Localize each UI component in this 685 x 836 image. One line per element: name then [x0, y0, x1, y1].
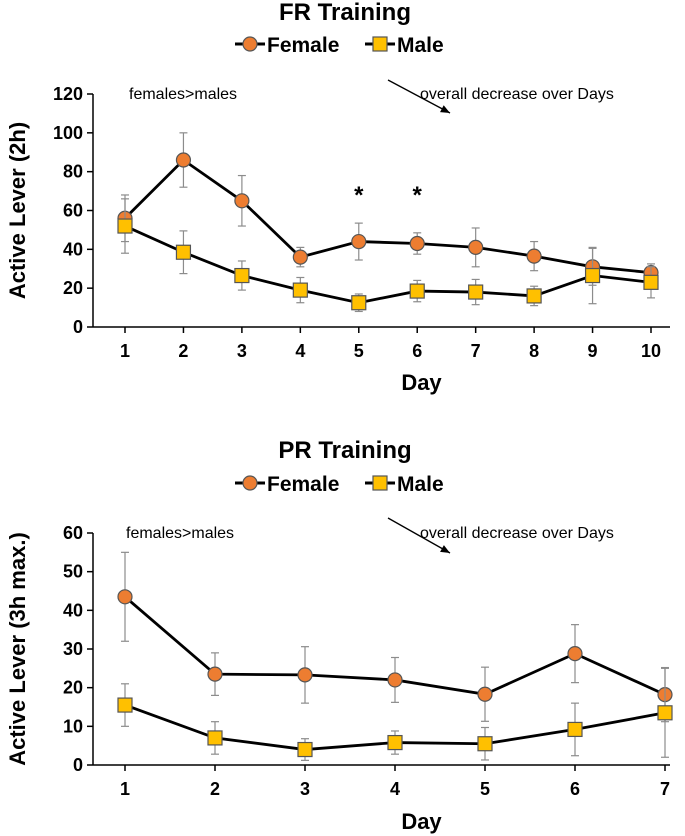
legend-label-female: Female — [267, 34, 339, 57]
legend-label-male: Male — [397, 34, 444, 57]
annotation-sex-difference: females>males — [126, 525, 234, 542]
data-point-male — [468, 284, 484, 300]
x-tick-label: 2 — [210, 779, 220, 799]
x-tick-label: 4 — [295, 341, 305, 361]
x-tick-label: 2 — [178, 341, 188, 361]
y-tick-label: 60 — [63, 523, 83, 543]
y-tick-label: 0 — [73, 317, 83, 337]
data-point-male — [297, 741, 313, 758]
x-tick-label: 6 — [570, 779, 580, 799]
data-point-female — [477, 686, 493, 702]
y-tick-label: 0 — [73, 755, 83, 775]
data-point-female — [567, 646, 583, 662]
data-point-female — [207, 666, 223, 682]
legend-label-female: Female — [267, 473, 339, 496]
data-point-male — [207, 730, 223, 746]
chart-2: PR Training Female Male 0 10 20 30 40 50 60 1 2 3 4 5 6… — [5, 437, 673, 834]
data-point-male — [351, 295, 367, 311]
annotation-day-decrease: overall decrease over Days — [420, 86, 614, 103]
data-point-male — [643, 274, 659, 290]
data-point-male — [657, 705, 673, 721]
series-line-male — [124, 224, 652, 305]
x-tick-label: 5 — [354, 341, 364, 361]
legend: Female Male — [235, 473, 444, 496]
annotation-sex-difference: females>males — [129, 86, 237, 103]
data-point-male — [526, 288, 542, 304]
data-point-male — [175, 244, 192, 260]
y-tick-label: 100 — [53, 123, 83, 143]
y-tick-label: 120 — [53, 84, 83, 104]
y-axis-label: Active Lever (2h) — [5, 122, 30, 299]
annotation-day-decrease: overall decrease over Days — [420, 525, 614, 542]
series-line-female — [124, 158, 652, 275]
x-axis-label: Day — [401, 370, 442, 395]
x-tick-label: 1 — [120, 341, 130, 361]
y-tick-label: 80 — [63, 162, 83, 182]
y-tick-label: 40 — [63, 600, 83, 620]
series-male — [117, 667, 673, 761]
y-tick-label: 20 — [63, 278, 83, 298]
x-tick-label: 5 — [480, 779, 490, 799]
data-point-female — [175, 152, 192, 168]
chart-title: FR Training — [279, 0, 411, 26]
x-tick-label: 1 — [120, 779, 130, 799]
data-point-female — [387, 672, 403, 688]
annotation-arrow — [387, 79, 451, 114]
data-point-male — [477, 736, 493, 752]
data-point-female — [468, 239, 484, 255]
significance-star: * — [354, 182, 364, 209]
chart-1: FR Training Female Male 0 20 40 60 80 100 120 1 2 3 4… — [5, 0, 670, 395]
x-tick-label: 6 — [412, 341, 422, 361]
x-tick-label: 4 — [390, 779, 400, 799]
y-tick-label: 60 — [63, 201, 83, 221]
data-point-male — [584, 267, 601, 284]
significance-star: * — [413, 182, 423, 209]
data-point-female — [292, 249, 308, 265]
series-female — [117, 132, 659, 286]
legend-marker-male — [372, 36, 388, 52]
data-point-female — [297, 667, 313, 683]
x-tick-label: 7 — [471, 341, 481, 361]
data-point-female — [409, 235, 425, 252]
x-tick-label: 3 — [300, 779, 310, 799]
data-point-female — [234, 193, 250, 209]
data-point-female — [351, 233, 367, 250]
x-tick-label: 8 — [529, 341, 539, 361]
data-point-male — [234, 267, 250, 284]
data-point-male — [387, 734, 403, 751]
data-point-male — [117, 218, 133, 234]
y-axis-label: Active Lever (3h max.) — [5, 532, 30, 766]
y-tick-label: 10 — [63, 716, 83, 736]
x-axis-label: Day — [401, 809, 442, 834]
chart-title: PR Training — [278, 437, 411, 464]
x-tick-label: 10 — [641, 341, 661, 361]
y-tick-label: 30 — [63, 639, 83, 659]
legend-marker-female — [242, 475, 258, 491]
legend-marker-female — [242, 36, 258, 52]
x-tick-label: 3 — [237, 341, 247, 361]
data-point-male — [567, 721, 583, 738]
data-point-male — [117, 697, 133, 713]
annotation-arrowhead — [440, 545, 450, 553]
y-tick-label: 40 — [63, 239, 83, 259]
data-point-male — [292, 282, 308, 298]
data-point-female — [117, 589, 133, 605]
annotation-arrow — [387, 517, 451, 554]
y-tick-label: 50 — [63, 562, 83, 582]
data-point-female — [526, 248, 542, 264]
x-tick-label: 7 — [660, 779, 670, 799]
legend-label-male: Male — [397, 473, 444, 496]
series-male — [117, 198, 659, 313]
annotation-arrowhead — [440, 105, 450, 113]
data-point-male — [409, 283, 425, 299]
series-female — [117, 551, 673, 723]
x-tick-label: 9 — [588, 341, 598, 361]
legend-marker-male — [372, 475, 388, 491]
y-tick-label: 20 — [63, 678, 83, 698]
legend: Female Male — [235, 34, 444, 57]
